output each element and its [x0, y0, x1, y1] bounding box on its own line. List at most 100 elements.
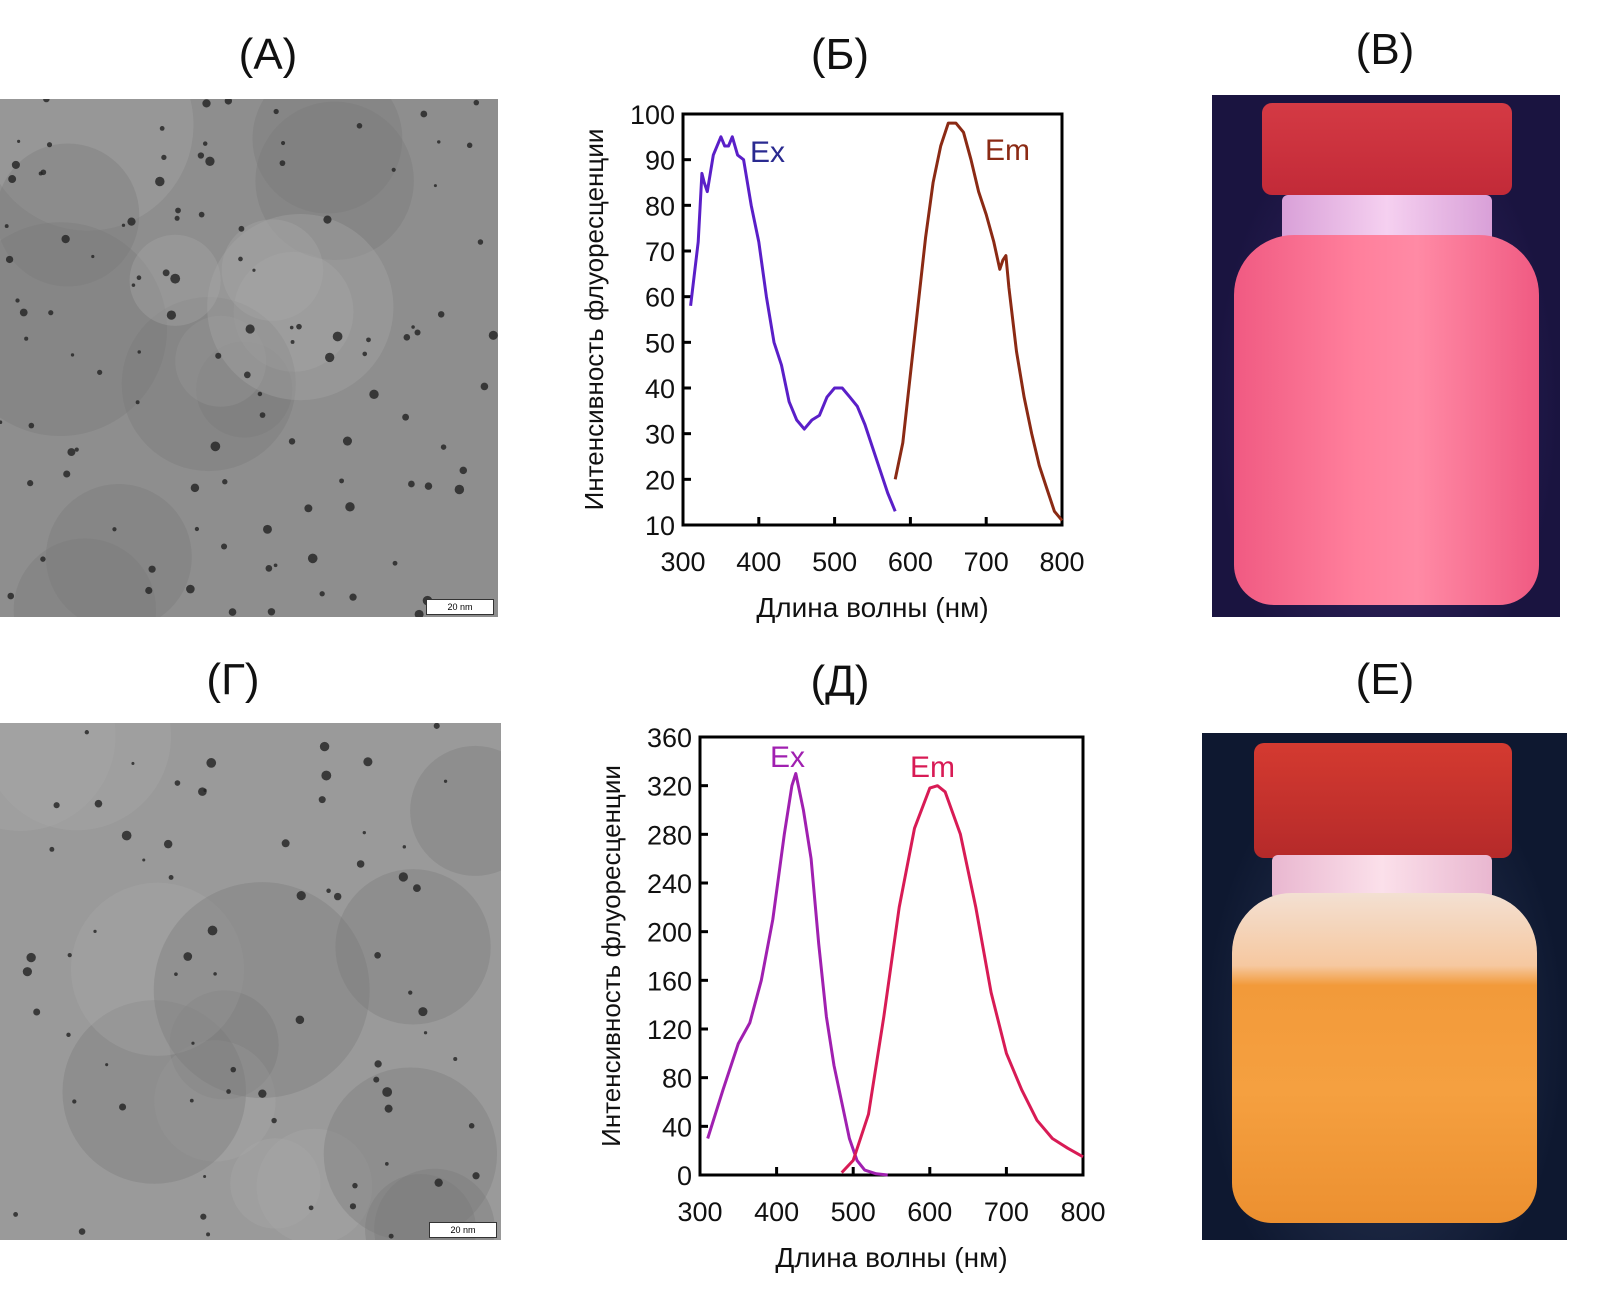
panel-label-a: (А) — [238, 30, 298, 79]
nanoparticle — [175, 207, 181, 214]
nanoparticle — [137, 350, 141, 354]
nanoparticle — [420, 110, 428, 118]
tem-shade — [323, 1067, 498, 1240]
tem-shade — [121, 297, 296, 472]
nanoparticle — [304, 504, 313, 513]
nanoparticle — [206, 758, 217, 768]
nanoparticle — [356, 123, 363, 129]
nanoparticle — [4, 224, 9, 229]
tem-image-g: 20 nm — [0, 723, 501, 1240]
y-tick-label: 320 — [647, 772, 692, 802]
nanoparticle — [67, 448, 76, 457]
nanoparticle — [8, 175, 17, 183]
nanoparticle — [339, 478, 345, 484]
nanoparticle — [189, 1098, 194, 1103]
scale-bar-a: 20 nm — [426, 599, 494, 615]
y-tick-label: 60 — [645, 283, 675, 313]
x-tick-label: 500 — [831, 1197, 876, 1227]
nanoparticle — [24, 336, 29, 341]
nanoparticle — [163, 839, 173, 849]
nanoparticle — [263, 524, 272, 534]
nanoparticle — [145, 586, 153, 595]
nanoparticle — [119, 1103, 127, 1111]
nanoparticle — [166, 310, 177, 320]
nanoparticle — [200, 1213, 207, 1220]
nanoparticle — [468, 1123, 475, 1129]
nanoparticle — [94, 799, 103, 808]
nanoparticle — [15, 298, 20, 303]
y-tick-label: 10 — [645, 511, 675, 541]
nanoparticle — [326, 888, 331, 893]
tem-particles — [0, 99, 498, 617]
nanoparticle — [281, 839, 290, 848]
x-tick-label: 400 — [754, 1197, 799, 1227]
nanoparticle — [221, 543, 228, 550]
tem-shade — [196, 341, 293, 438]
panel-label-d: (Д) — [810, 657, 870, 706]
nanoparticle — [392, 560, 398, 566]
nanoparticle — [423, 1031, 428, 1035]
panel-label-g: (Г) — [206, 655, 260, 704]
nanoparticle — [205, 156, 215, 166]
y-tick-label: 100 — [630, 100, 675, 130]
nanoparticle — [332, 331, 343, 342]
nanoparticle — [414, 609, 424, 617]
vial-neck — [1272, 855, 1492, 900]
nanoparticle — [258, 1089, 267, 1098]
nanoparticle — [418, 1007, 428, 1017]
nanoparticle — [84, 730, 89, 735]
nanoparticle — [295, 1015, 305, 1025]
series-line-ex — [689, 135, 897, 512]
nanoparticle — [477, 239, 484, 245]
nanoparticle — [28, 422, 35, 429]
nanoparticle — [121, 223, 126, 227]
nanoparticle — [398, 872, 408, 882]
x-tick-label: 300 — [660, 547, 705, 577]
nanoparticle — [226, 1089, 231, 1094]
nanoparticle — [459, 466, 468, 475]
nanoparticle — [356, 860, 365, 868]
nanoparticle — [321, 770, 332, 781]
nanoparticle — [61, 234, 70, 244]
y-tick-label: 280 — [647, 820, 692, 850]
nanoparticle — [319, 591, 325, 597]
nanoparticle — [443, 779, 448, 783]
x-tick-label: 700 — [964, 547, 1009, 577]
series-label-em: Em — [985, 134, 1030, 167]
y-tick-label: 50 — [645, 328, 675, 358]
nanoparticle — [63, 470, 71, 478]
tem-image-a: 20 nm — [0, 99, 498, 617]
nanoparticle — [131, 761, 135, 765]
nanoparticle — [27, 480, 34, 487]
x-tick-label: 300 — [677, 1197, 722, 1227]
nanoparticle — [228, 608, 237, 616]
nanoparticle — [72, 1099, 77, 1104]
nanoparticle — [362, 831, 366, 835]
nanoparticle — [121, 830, 132, 841]
series-label-em: Em — [910, 751, 955, 784]
nanoparticle — [271, 1117, 277, 1124]
nanoparticle — [267, 608, 276, 616]
nanoparticle — [385, 1162, 389, 1166]
y-tick-label: 240 — [647, 869, 692, 899]
y-tick-label: 120 — [647, 1015, 692, 1045]
nanoparticle — [388, 1233, 394, 1239]
nanoparticle — [11, 160, 20, 169]
nanoparticle — [325, 352, 335, 363]
vial-body — [1234, 235, 1539, 605]
nanoparticle — [453, 1056, 458, 1061]
nanoparticle — [43, 99, 50, 103]
x-tick-label: 700 — [984, 1197, 1029, 1227]
nanoparticle — [40, 556, 46, 562]
nanoparticle — [7, 592, 15, 600]
tem-shade — [13, 538, 157, 617]
nanoparticle — [198, 787, 207, 796]
nanoparticle — [174, 215, 180, 221]
nanoparticle — [363, 757, 373, 767]
nanoparticle — [281, 140, 286, 146]
vial-cap — [1262, 103, 1512, 195]
nanoparticle — [245, 324, 255, 334]
nanoparticle — [279, 160, 286, 167]
vial-photo-e — [1202, 733, 1567, 1240]
nanoparticle — [105, 1063, 109, 1067]
